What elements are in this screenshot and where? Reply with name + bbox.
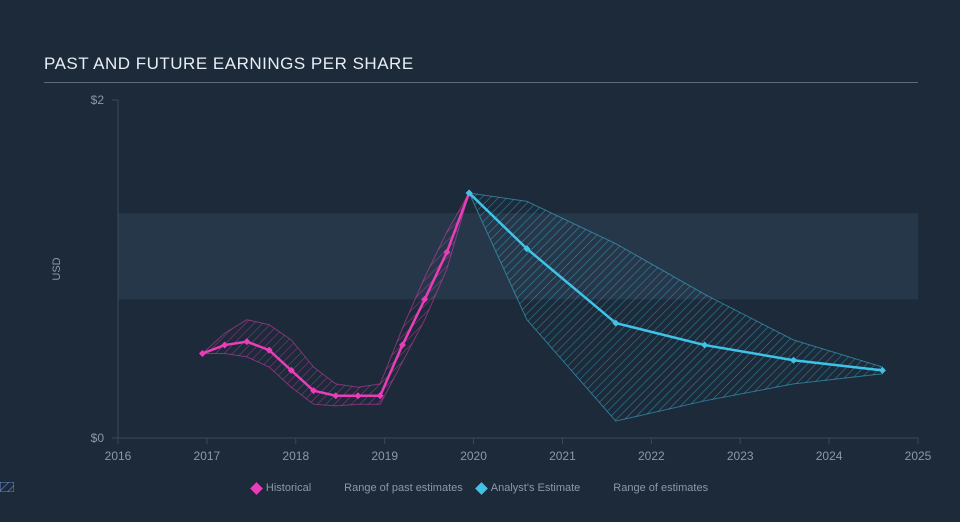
svg-text:$0: $0 [91,431,105,445]
legend-label: Range of past estimates [344,482,463,494]
svg-text:2023: 2023 [727,449,754,463]
legend-label: Historical [266,482,311,494]
legend-item: Historical [252,482,311,494]
svg-text:2019: 2019 [371,449,398,463]
svg-text:2021: 2021 [549,449,576,463]
chart-svg: 2016 2017 2018 2019 2020 2021 2022 2023 2024 2025… [0,0,960,522]
svg-text:$2: $2 [91,93,105,107]
legend-item: Range of estimates [594,482,708,494]
eps-chart: PAST AND FUTURE EARNINGS PER SHARE 20162… [0,0,960,522]
legend-hatch-icon [594,483,608,493]
legend-label: Range of estimates [613,482,708,494]
legend-hatch-icon [325,483,339,493]
svg-text:2024: 2024 [816,449,843,463]
svg-text:USD: USD [51,257,63,280]
legend-item: Analyst's Estimate [477,482,581,494]
chart-legend: Historical Range of past estimates Analyst… [0,482,960,494]
svg-text:2016: 2016 [105,449,132,463]
svg-text:2020: 2020 [460,449,487,463]
svg-text:2017: 2017 [194,449,221,463]
legend-marker-icon [250,482,263,495]
svg-text:2022: 2022 [638,449,665,463]
legend-marker-icon [475,482,488,495]
legend-label: Analyst's Estimate [491,482,581,494]
svg-text:2018: 2018 [282,449,309,463]
svg-text:2025: 2025 [905,449,932,463]
legend-item: Range of past estimates [325,482,463,494]
